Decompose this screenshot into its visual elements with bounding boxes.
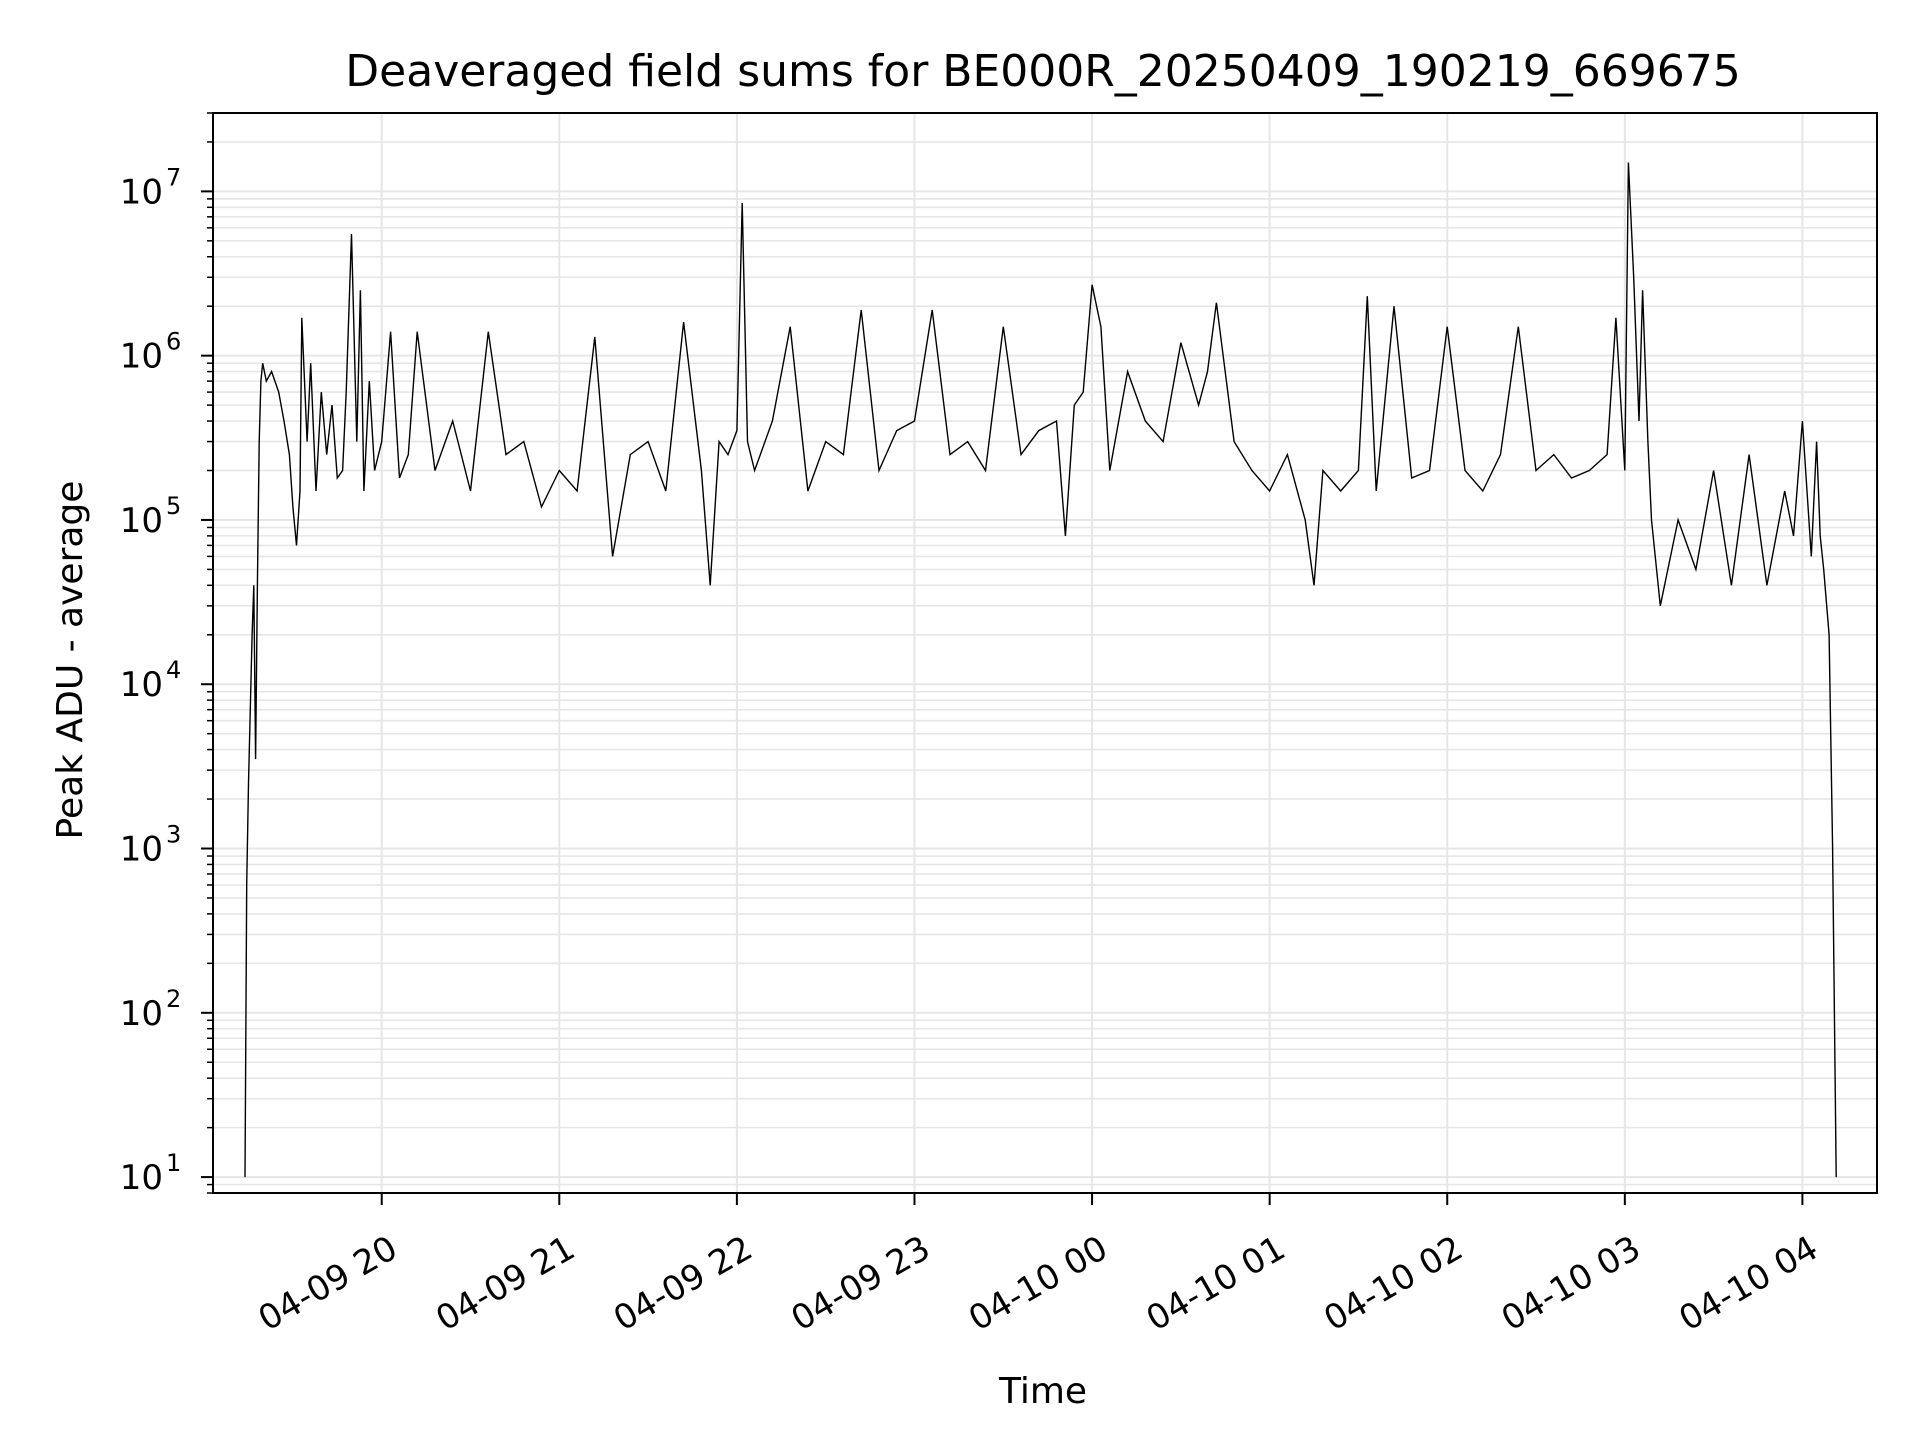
y-tick-label: 10 bbox=[120, 665, 163, 705]
chart-title: Deaveraged field sums for BE000R_2025040… bbox=[345, 46, 1740, 97]
y-axis-label: Peak ADU - average bbox=[50, 481, 91, 840]
axes bbox=[212, 112, 1878, 1194]
y-tick-label: 10 bbox=[120, 830, 163, 870]
y-tick-exponent: 6 bbox=[166, 328, 181, 356]
plot-area bbox=[244, 162, 1837, 1178]
x-axis-ticks: 04-09 20 04-09 21 04-09 22 04-09 23 04-10 00… bbox=[252, 1193, 1825, 1339]
grid-lines bbox=[213, 112, 1877, 1194]
x-axis-label: Time bbox=[998, 1371, 1087, 1412]
x-tick-label: 04-10 02 bbox=[1317, 1228, 1469, 1339]
y-tick-exponent: 3 bbox=[166, 821, 181, 849]
x-tick-label: 04-09 21 bbox=[429, 1228, 581, 1339]
y-tick-label: 10 bbox=[120, 994, 163, 1034]
x-tick-label: 04-10 04 bbox=[1673, 1228, 1825, 1339]
y-tick-exponent: 1 bbox=[166, 1149, 181, 1177]
y-tick-exponent: 7 bbox=[166, 163, 181, 191]
data-series-line bbox=[244, 162, 1837, 1178]
x-tick-label: 04-10 01 bbox=[1140, 1228, 1292, 1339]
y-tick-label: 10 bbox=[120, 501, 163, 541]
x-tick-label: 04-09 22 bbox=[607, 1228, 759, 1339]
y-tick-label: 10 bbox=[120, 1158, 163, 1198]
y-tick-exponent: 2 bbox=[166, 985, 181, 1013]
y-tick-exponent: 5 bbox=[166, 492, 181, 520]
plot-frame bbox=[212, 112, 1878, 1194]
x-tick-label: 04-09 20 bbox=[252, 1228, 404, 1339]
y-tick-label: 10 bbox=[120, 337, 163, 377]
x-tick-label: 04-09 23 bbox=[785, 1228, 937, 1339]
x-tick-label: 04-10 03 bbox=[1495, 1228, 1647, 1339]
y-tick-label: 10 bbox=[120, 172, 163, 212]
y-tick-exponent: 4 bbox=[166, 656, 181, 684]
x-tick-label: 04-10 00 bbox=[962, 1228, 1114, 1339]
